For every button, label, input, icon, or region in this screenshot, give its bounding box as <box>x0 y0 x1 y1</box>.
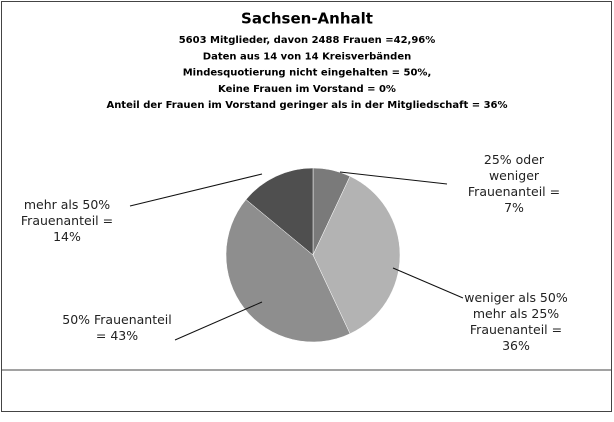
value-label: 43% <box>110 328 139 343</box>
category-label: 25% oder weniger Frauenanteil = <box>467 152 561 199</box>
pie-slice <box>312 175 401 335</box>
leader-line <box>129 173 263 207</box>
slice-label: 50% Frauenanteil = 43% <box>62 312 172 344</box>
subtitle: Mindesquotierung nicht eingehalten = 50%… <box>183 68 432 79</box>
value-label: 36% <box>502 338 530 353</box>
value-label: 7% <box>504 200 524 215</box>
leader-line <box>392 267 464 299</box>
slice-label: mehr als 50% Frauenanteil = 14% <box>12 197 122 245</box>
label-text: mehr als 50% Frauenanteil = 14% <box>12 197 122 245</box>
category-label: weniger als 50% mehr als 25% Frauenantei… <box>464 290 568 337</box>
leader-line <box>174 301 263 341</box>
subtitle: Daten aus 14 von 14 Kreisverbänden <box>203 51 411 62</box>
value-label: 14% <box>53 229 81 244</box>
category-label: mehr als 50% Frauenanteil = <box>20 197 114 228</box>
slice-label: 25% oder weniger Frauenanteil = 7% <box>458 152 570 216</box>
label-text: weniger als 50% mehr als 25% Frauenantei… <box>460 290 572 354</box>
label-text: 50% Frauenanteil = 43% <box>62 312 172 344</box>
pie-slice <box>225 199 351 343</box>
category-label: 50% Frauenanteil = <box>62 312 172 343</box>
subtitle: 5603 Mitglieder, davon 2488 Frauen =42,9… <box>179 35 436 46</box>
slice-label: weniger als 50% mehr als 25% Frauenantei… <box>460 290 572 354</box>
subtitle: Keine Frauen im Vorstand = 0% <box>218 84 396 95</box>
chart-title: Sachsen-Anhalt <box>241 10 373 28</box>
leader-line <box>339 171 448 185</box>
subtitle: Anteil der Frauen im Vorstand geringer a… <box>106 100 507 111</box>
label-text: 25% oder weniger Frauenanteil = 7% <box>458 152 570 216</box>
pie-slice <box>245 167 314 256</box>
